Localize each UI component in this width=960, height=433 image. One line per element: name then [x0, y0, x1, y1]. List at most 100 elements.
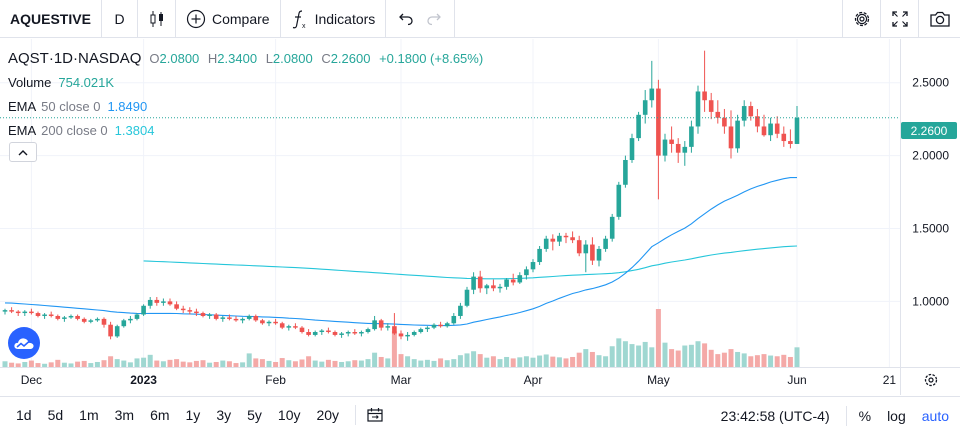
volume-bar — [35, 363, 41, 367]
candle-body — [477, 276, 483, 289]
volume-bar — [253, 358, 259, 367]
candle-body — [200, 313, 206, 316]
candle-body — [345, 332, 351, 334]
candle-body — [266, 321, 272, 324]
candle-body — [609, 216, 615, 239]
candle-body — [557, 235, 562, 242]
volume-bar — [266, 360, 272, 367]
volume-bar — [391, 331, 397, 367]
candle-body — [15, 311, 21, 314]
candle-body — [207, 314, 212, 316]
volume-bar — [220, 360, 226, 367]
timezone-clock[interactable]: 23:42:58 (UTC-4) — [720, 407, 830, 424]
volume-bar — [787, 356, 793, 367]
settings-button[interactable] — [842, 0, 880, 38]
function-icon: x — [292, 9, 306, 29]
volume-bar — [688, 344, 694, 367]
volume-bar — [358, 360, 364, 367]
range-1d[interactable]: 1d — [16, 407, 32, 423]
volume-bar — [504, 356, 510, 367]
change-value: +0.1800 (+8.65%) — [379, 50, 484, 66]
candle-body — [768, 123, 773, 136]
chevron-up-icon — [18, 149, 28, 155]
candle-body — [735, 120, 740, 149]
candle-body — [702, 91, 707, 101]
candle-body — [75, 315, 80, 319]
ema50-legend-row[interactable]: EMA 50 close 0 1.8490 — [8, 94, 488, 118]
volume-bar — [22, 361, 28, 367]
volume-bar — [372, 352, 378, 367]
candle-body — [656, 88, 661, 156]
candle-body — [246, 315, 252, 319]
collapse-legend-button[interactable] — [9, 142, 37, 162]
candle-body — [484, 285, 490, 289]
volume-bar — [616, 338, 622, 367]
undo-icon[interactable] — [398, 12, 414, 26]
volume-bar — [781, 354, 787, 367]
candle-body — [411, 332, 417, 335]
volume-bar — [695, 341, 701, 367]
volume-bar — [94, 361, 100, 367]
volume-bar — [510, 358, 516, 367]
symbol-search[interactable]: AQUESTIVE — [0, 0, 102, 38]
volume-bar — [68, 363, 74, 367]
candle-body — [689, 126, 694, 147]
candle-body — [563, 235, 569, 238]
price-axis-label: 1.5000 — [912, 222, 949, 236]
indicators-button[interactable]: x Indicators — [281, 0, 387, 38]
range-1y[interactable]: 1y — [185, 407, 201, 423]
fullscreen-button[interactable] — [880, 0, 918, 38]
axis-settings-gear-icon[interactable] — [924, 373, 938, 387]
range-3m[interactable]: 3m — [114, 407, 135, 423]
volume-bar — [332, 360, 338, 367]
volume-bar — [603, 356, 609, 367]
candle-body — [359, 332, 364, 334]
range-20y[interactable]: 20y — [316, 407, 340, 423]
candle-body — [741, 106, 747, 121]
candle-body — [570, 237, 575, 241]
candle-body — [378, 320, 384, 328]
volume-bar — [312, 360, 318, 367]
ema200-legend-row[interactable]: EMA 200 close 0 1.3804 — [8, 118, 488, 142]
ema200-value: 1.3804 — [114, 122, 155, 138]
candle-body — [293, 326, 298, 328]
volume-bar — [28, 360, 34, 367]
range-5y[interactable]: 5y — [247, 407, 262, 423]
plus-circle-icon — [186, 9, 206, 28]
candle-body — [312, 332, 318, 335]
auto-toggle[interactable]: auto — [921, 407, 949, 424]
tradingview-logo[interactable] — [8, 327, 40, 359]
range-5d[interactable]: 5d — [47, 407, 64, 423]
percent-toggle[interactable]: % — [858, 407, 872, 424]
candle-body — [62, 317, 67, 319]
range-3y[interactable]: 3y — [216, 407, 232, 423]
price-chart[interactable]: 2.5000 2.0000 1.5000 1.0000 Dec 2023 Feb Mar Apr… — [0, 39, 960, 395]
volume-bar — [213, 361, 219, 367]
candle-body — [392, 326, 397, 334]
candle-body — [491, 285, 496, 289]
redo-icon[interactable] — [426, 12, 442, 26]
date-range-icon[interactable] — [366, 407, 384, 423]
candle-body — [682, 146, 688, 153]
range-1m[interactable]: 1m — [79, 407, 99, 423]
volume-legend-row[interactable]: Volume 754.021K — [8, 70, 488, 94]
candle-body — [114, 326, 120, 337]
interval-button[interactable]: D — [102, 0, 138, 38]
snapshot-button[interactable] — [918, 0, 960, 38]
candle-body — [458, 305, 463, 316]
legend-interval: 1D — [53, 49, 74, 67]
chart-style-button[interactable] — [138, 0, 176, 38]
candle-body — [596, 248, 602, 261]
volume-bar — [741, 353, 747, 367]
volume-bar — [748, 356, 754, 367]
time-axis-label: Mar — [391, 373, 412, 387]
chart-pane[interactable]: 2.5000 2.0000 1.5000 1.0000 Dec 2023 Feb Mar Apr… — [0, 39, 960, 395]
range-6m[interactable]: 6m — [150, 407, 170, 423]
range-10y[interactable]: 10y — [277, 407, 301, 423]
volume-bar — [471, 351, 477, 367]
volume-bar — [523, 356, 529, 367]
log-toggle[interactable]: log — [887, 407, 906, 424]
compare-button[interactable]: Compare — [176, 0, 281, 38]
volume-bar — [345, 361, 351, 367]
candle-body — [755, 116, 760, 127]
